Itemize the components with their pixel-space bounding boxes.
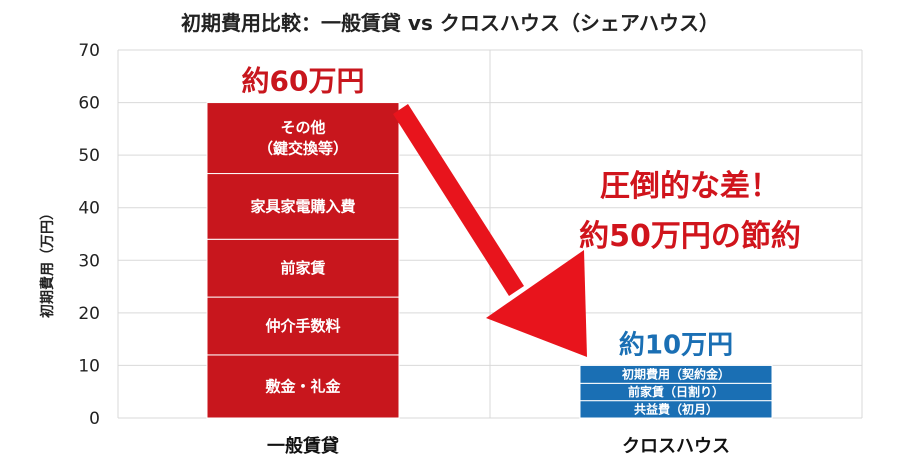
bar-segment xyxy=(206,102,400,175)
segment-label: 仲介手数料 xyxy=(265,317,340,335)
segment-label: 敷金・礼金 xyxy=(265,377,341,395)
total-label: 約10万円 xyxy=(619,329,733,360)
callout-line: 約50万円の節約 xyxy=(579,219,801,254)
y-tick-label: 0 xyxy=(89,409,100,429)
savings-callout: 圧倒的な差！ 約50万円の節約 xyxy=(579,169,801,254)
bar-segment xyxy=(206,238,400,298)
callout-line: 圧倒的な差！ xyxy=(600,169,780,204)
y-tick-label: 20 xyxy=(78,304,100,324)
segment-label: その他 xyxy=(280,119,325,137)
y-tick-label: 10 xyxy=(78,356,100,376)
segment-label: 共益費（初月） xyxy=(634,401,718,416)
segment-label: 前家賃 xyxy=(280,259,325,277)
arrow-head xyxy=(486,250,587,357)
bar-segment xyxy=(206,354,400,419)
chart-title: 初期費用比較：一般賃貸 vs クロスハウス（シェアハウス） xyxy=(181,11,719,35)
segment-label: （鍵交換等） xyxy=(258,140,348,158)
total-label: 約60万円 xyxy=(242,65,365,98)
segment-label: 家具家電購入費 xyxy=(250,197,355,215)
bar-segment xyxy=(206,296,400,356)
savings-arrow xyxy=(393,104,587,357)
category-label: 一般賃貸 xyxy=(267,435,339,457)
y-tick-label: 70 xyxy=(78,41,100,61)
bar-segment xyxy=(206,173,400,240)
y-tick-label: 50 xyxy=(78,146,100,166)
x-axis-categories: 一般賃貸 クロスハウス xyxy=(267,435,730,457)
category-label: クロスハウス xyxy=(622,436,730,457)
segment-label: 前家賃（日割り） xyxy=(628,384,724,399)
y-tick-label: 30 xyxy=(78,251,100,271)
arrow-shaft xyxy=(393,104,524,296)
y-axis-ticks: 0 10 20 30 40 50 60 70 xyxy=(78,41,100,429)
y-axis-label: 初期費用（万円） xyxy=(39,206,56,318)
y-tick-label: 40 xyxy=(78,199,100,219)
segment-label: 初期費用（契約金） xyxy=(622,366,730,381)
bar-segment xyxy=(579,364,773,384)
y-tick-label: 60 xyxy=(78,94,100,114)
